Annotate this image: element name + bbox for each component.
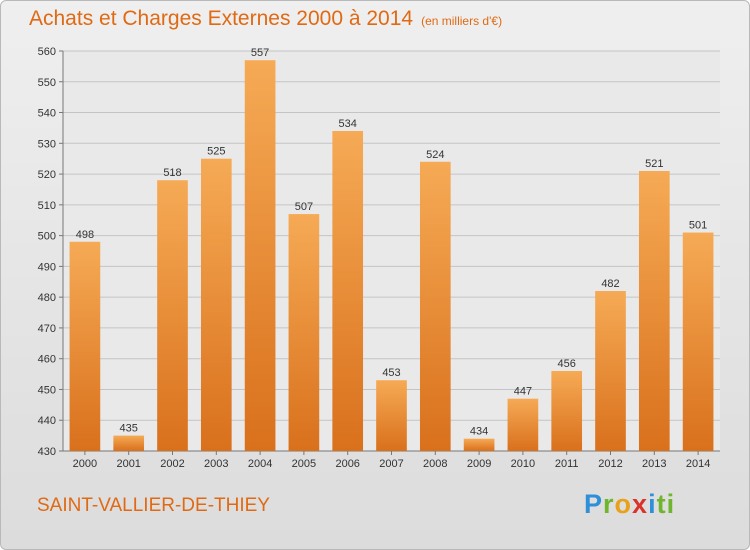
chart-subtitle: (en milliers d'€) — [421, 14, 503, 28]
x-tick-labels: 2000 2001 2002 2003 2004 2005 2006 2007 2008 2009… — [73, 458, 711, 470]
data-label: 521 — [645, 158, 663, 170]
bar — [113, 435, 145, 451]
chart-title: Achats et Charges Externes 2000 à 2014 (e… — [29, 7, 502, 31]
logo-letter: ti — [656, 489, 676, 519]
x-tick-label: 2007 — [379, 458, 403, 470]
bar — [69, 241, 101, 451]
data-label: 456 — [558, 358, 576, 370]
data-label: 557 — [251, 47, 269, 59]
bar — [244, 60, 276, 451]
bar — [682, 232, 714, 451]
data-label: 501 — [689, 220, 707, 232]
y-tick-label: 490 — [38, 261, 56, 273]
y-tick-label: 450 — [38, 384, 56, 396]
bar — [332, 131, 364, 451]
y-tick-label: 470 — [38, 323, 56, 335]
y-tick-label: 560 — [38, 46, 56, 58]
y-tick-label: 460 — [38, 354, 56, 366]
chart-title-text: Achats et Charges Externes 2000 à 2014 — [29, 7, 414, 30]
y-tick-label: 440 — [38, 415, 56, 427]
x-tick-label: 2010 — [511, 458, 535, 470]
bar — [157, 180, 188, 451]
bar — [638, 171, 670, 451]
data-label: 447 — [514, 386, 532, 398]
bar — [419, 161, 451, 451]
data-label: 434 — [470, 426, 488, 438]
bar — [463, 438, 495, 451]
x-tick-label: 2006 — [335, 458, 359, 470]
x-tick-label: 2011 — [555, 458, 579, 470]
data-label: 507 — [295, 201, 313, 213]
bars — [69, 60, 714, 451]
x-tick-label: 2004 — [248, 458, 272, 470]
x-tick-label: 2008 — [423, 458, 447, 470]
y-tick-label: 430 — [38, 446, 56, 458]
y-tick-label: 500 — [38, 231, 56, 243]
y-tick-label: 510 — [38, 200, 56, 212]
data-label: 518 — [163, 167, 181, 179]
x-tick-label: 2000 — [73, 458, 97, 470]
bar — [507, 398, 539, 451]
x-tick-label: 2002 — [160, 458, 184, 470]
y-tick-label: 550 — [38, 77, 56, 89]
x-tick-label: 2013 — [642, 458, 666, 470]
bar — [595, 291, 626, 451]
y-tick-label: 530 — [38, 138, 56, 150]
value-labels: 498 435 518 525 557 507 534 453 524 434 447 456 482 5… — [76, 47, 708, 437]
bar — [376, 380, 407, 451]
logo-letter: o — [614, 489, 633, 519]
bar-chart: 498 435 518 525 557 507 534 453 524 434 447 456 482 5… — [38, 46, 720, 470]
commune-name: SAINT-VALLIER-DE-THIEY — [37, 495, 270, 516]
bar — [200, 158, 232, 451]
data-label: 524 — [426, 149, 444, 161]
x-tick-label: 2001 — [116, 458, 140, 470]
bar — [288, 214, 320, 451]
data-label: 453 — [382, 367, 400, 379]
data-label: 525 — [207, 146, 225, 158]
logo-letter: P — [584, 489, 604, 519]
logo-letter: i — [648, 489, 657, 519]
y-tick-label: 480 — [38, 292, 56, 304]
y-tick-labels: 430 440 450 460 470 480 490 500 510 520 530 540 550 5… — [38, 46, 56, 458]
logo-letter: r — [603, 489, 615, 519]
x-tick-label: 2012 — [598, 458, 622, 470]
bar — [551, 371, 583, 451]
x-tick-label: 2009 — [467, 458, 491, 470]
x-tick-label: 2005 — [292, 458, 316, 470]
x-tick-label: 2014 — [686, 458, 710, 470]
data-label: 435 — [120, 423, 138, 435]
data-label: 498 — [76, 229, 94, 241]
logo-letter: x — [632, 489, 649, 519]
x-tick-label: 2003 — [204, 458, 228, 470]
y-tick-label: 540 — [38, 108, 56, 120]
proxiti-logo: Proxiti — [584, 489, 675, 520]
y-tick-label: 520 — [38, 169, 56, 181]
data-label: 534 — [339, 118, 357, 130]
data-label: 482 — [601, 278, 619, 290]
